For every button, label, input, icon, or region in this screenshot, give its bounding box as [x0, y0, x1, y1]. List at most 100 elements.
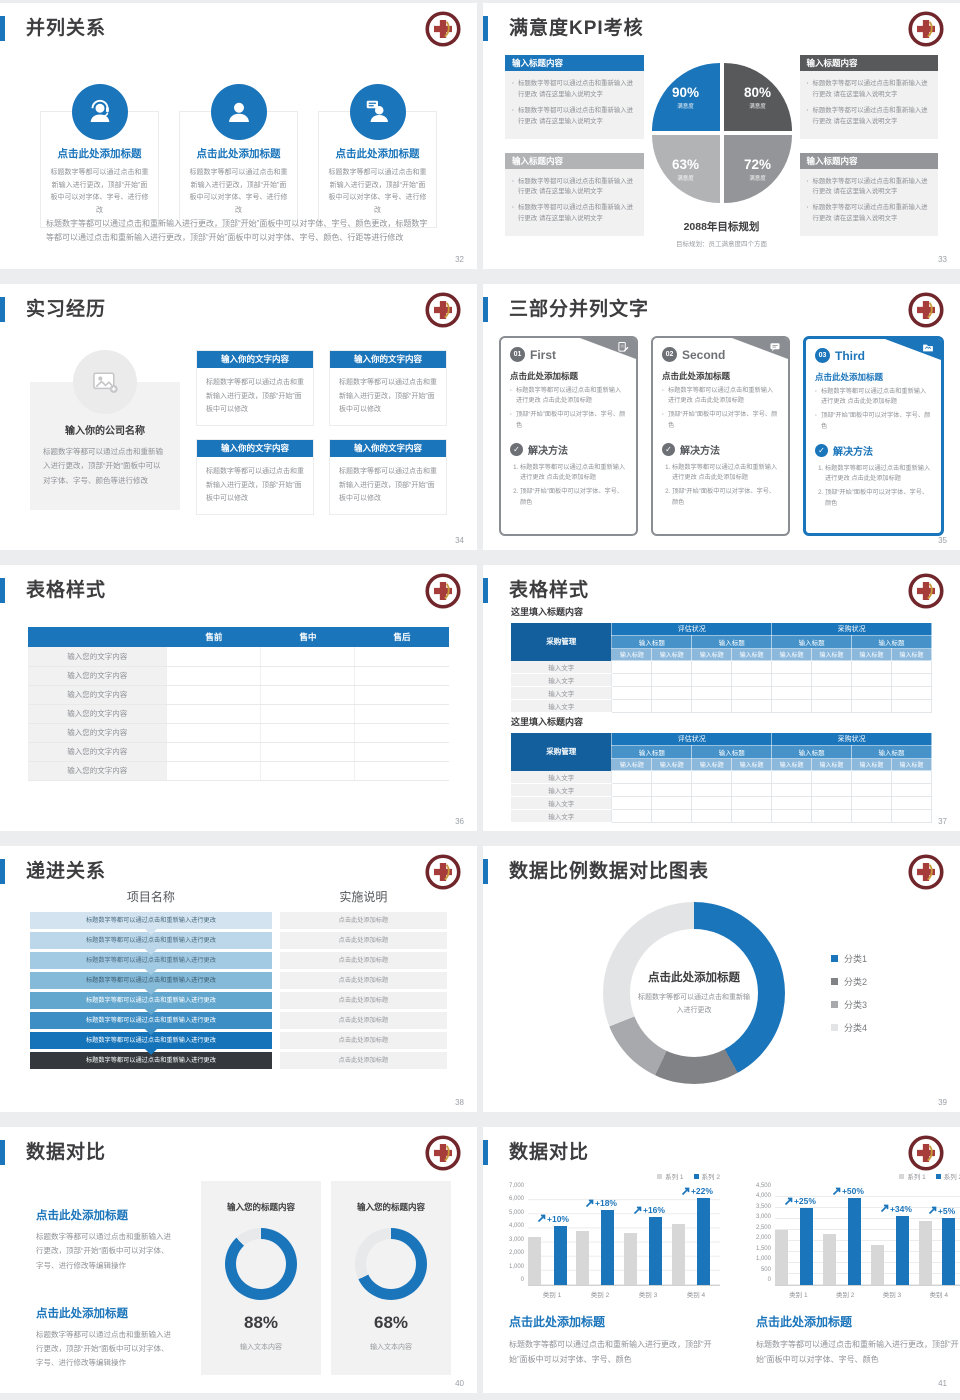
bullet: 标题数字等都可以通过点击和重新输入进行更改 请在这里输入说明文字 [807, 106, 932, 128]
section-label: 这里填入标题内容 [511, 717, 584, 727]
slide-32[interactable]: 并列关系 点击此处添加标题 标题数字等都可以通过点击和重新输入进行更改，顶部“开… [0, 3, 477, 269]
text-block: 点击此处添加标题 标题数字等都可以通过点击和重新输入进行更改，顶部“开始”面板中… [36, 1207, 175, 1273]
leaf-header: 输入标题 [611, 758, 653, 771]
table-row: 输入文字 [511, 660, 933, 674]
block-body: 标题数字等都可以通过点击和重新输入进行更改，顶部“开始”面板中可以对字体、字号、… [36, 1232, 171, 1270]
title-accent-bar [0, 578, 5, 603]
pie-caption-sub: 目标规划：员工满意度四个方面 [676, 241, 767, 248]
slide-title: 数据比例数据对比图表 [509, 861, 710, 882]
table-row: 输入文字 [511, 672, 933, 687]
sub-header: 输入标题 [851, 745, 932, 759]
check-icon: ✓ [815, 443, 828, 457]
bar-group: +25% [774, 1186, 823, 1285]
legend-item: 系列 1 [899, 1171, 926, 1181]
title-accent-bar [483, 16, 488, 41]
card-third: 03 Third 点击此处添加标题 标题数字等都可以通过点击和重新输入进行更改 … [803, 336, 944, 536]
series1-bar [528, 1236, 542, 1285]
three-cards: 01 First 点击此处添加标题 标题数字等都可以通过点击和重新输入进行更改 … [499, 336, 944, 536]
description-cell: 点击此处添加标题 [279, 932, 447, 949]
school-logo-icon [425, 854, 461, 890]
box-body: 标题数字等都可以通过点击和重新输入进行更改，顶部“开始”面板中可以修改 [206, 379, 304, 414]
title-accent-bar [483, 297, 488, 322]
progress-row: 标题数字等都可以通过点击和重新输入进行更改 点击此处添加标题 [30, 932, 447, 949]
kpi-left-column: 输入标题内容 标题数字等都可以通过点击和重新输入进行更改 请在这里输入说明文字 … [505, 55, 644, 257]
row-label: 输入您的文字内容 [28, 723, 167, 743]
parallel-item: 点击此处添加标题 标题数字等都可以通过点击和重新输入进行更改，顶部“开始”面板中… [40, 84, 159, 229]
school-logo-icon [425, 1135, 461, 1171]
progress-row: 标题数字等都可以通过点击和重新输入进行更改 点击此处添加标题 [30, 952, 447, 969]
col-header [28, 627, 167, 647]
row-label: 输入您的文字内容 [28, 685, 167, 705]
solution-title: 解决方法 [528, 445, 568, 457]
text-box: 输入你的文字内容 标题数字等都可以通过点击和重新输入进行更改，顶部“开始”面板中… [329, 438, 447, 515]
comparison-layout: 点击此处添加标题 标题数字等都可以通过点击和重新输入进行更改，顶部“开始”面板中… [36, 1181, 451, 1393]
block-heading: 点击此处添加标题 [36, 1307, 128, 1320]
leaf-header: 输入标题 [731, 648, 773, 661]
slide-35[interactable]: 三部分并列文字 01 First 点击此处添加标题 标题数字等都可以通过点击和重… [483, 284, 960, 550]
table-row: 输入文字 [511, 808, 933, 823]
row-label: 输入您的文字内容 [28, 704, 167, 724]
school-logo-icon [425, 11, 461, 47]
sub-header: 输入标题 [851, 635, 932, 649]
bar-group: +34% [870, 1186, 919, 1285]
progress-bar: 标题数字等都可以通过点击和重新输入进行更改 [30, 992, 272, 1009]
bar-group: +18% [576, 1186, 624, 1285]
description-cell: 点击此处添加标题 [279, 1052, 447, 1069]
page-number: 40 [455, 1379, 464, 1388]
company-card: 输入你的公司名称 标题数字等都可以通过点击和重新输入进行更改，顶部“开始”面板中… [30, 350, 180, 515]
item-body: 标题数字等都可以通过点击和重新输入进行更改，顶部“开始”面板中可以对字体、字号、… [50, 169, 149, 214]
group-header: 评估状况 [611, 622, 773, 636]
bar-chart: 7,000 6,000 5,000 4,000 3,000 2,000 1,000 0 +10%… [509, 1183, 720, 1299]
x-axis-labels: 类别 1 类别 2 类别 3 类别 4 [789, 1292, 948, 1299]
slide-34[interactable]: 实习经历 输入你的公司名称 标题数字等都可以通过点击和重新输入进行更改，顶部“开… [0, 284, 477, 550]
legend-item: 分类1 [831, 952, 867, 965]
block-body: 标题数字等都可以通过点击和重新输入进行更改，顶部“开始”面板中可以对字体、字号、… [36, 1329, 171, 1368]
leaf-header: 输入标题 [890, 648, 933, 661]
bullet: 标题数字等都可以通过点击和重新输入进行更改 请在这里输入说明文字 [512, 79, 637, 101]
leaf-header: 输入标题 [771, 758, 813, 771]
card-number-badge: 03 [815, 348, 830, 363]
box-header: 输入你的文字内容 [197, 439, 313, 457]
description-cell: 点击此处添加标题 [279, 952, 447, 969]
increase-arrow-icon [633, 1206, 642, 1214]
box-header: 输入标题内容 [799, 152, 938, 169]
box-header: 输入标题内容 [505, 152, 644, 169]
progress-bar: 标题数字等都可以通过点击和重新输入进行更改 [30, 972, 272, 989]
table-row: 输入文字 [511, 782, 933, 797]
item-title: 点击此处添加标题 [196, 148, 281, 160]
school-logo-icon [908, 11, 944, 47]
school-logo-icon [425, 292, 461, 328]
bar-group: +50% [822, 1186, 871, 1285]
series2-bar [649, 1217, 663, 1285]
person-icon [210, 84, 267, 140]
progress-row: 标题数字等都可以通过点击和重新输入进行更改 点击此处添加标题 [30, 1052, 447, 1069]
table-row: 输入您的文字内容 [28, 723, 449, 743]
slide-33[interactable]: 满意度KPI考核 输入标题内容 标题数字等都可以通过点击和重新输入进行更改 请在… [483, 3, 960, 269]
slide-title: 实习经历 [26, 299, 107, 320]
gauge-card: 输入您的标题内容 68% 输入文本内容 [331, 1181, 451, 1375]
page-number: 36 [455, 817, 464, 826]
slide-40[interactable]: 数据对比 点击此处添加标题 标题数字等都可以通过点击和重新输入进行更改，顶部“开… [0, 1127, 477, 1393]
y-axis-labels: 7,000 6,000 5,000 4,000 3,000 2,000 1,000 0 [509, 1183, 525, 1283]
headset-person-icon [71, 84, 128, 140]
slide-title: 递进关系 [26, 861, 107, 882]
bullet: 标题数字等都可以通过点击和重新输入进行更改 请在这里输入说明文字 [512, 177, 637, 199]
slide-39[interactable]: 数据比例数据对比图表 点击此处添加标题 标题数字等都可以通过点击和重新输入进行更… [483, 846, 960, 1112]
slide-38[interactable]: 递进关系 项目名称 实施说明 标题数字等都可以通过点击和重新输入进行更改 点击此处… [0, 846, 477, 1112]
slide-36[interactable]: 表格样式 售前 售中 售后 输入您的文字内容 输入您的文字内容 输入您的文字内容 输入… [0, 565, 477, 831]
growth-label: +25% [784, 1196, 816, 1206]
parallel-columns: 点击此处添加标题 标题数字等都可以通过点击和重新输入进行更改，顶部“开始”面板中… [40, 83, 437, 229]
series1-bar [774, 1230, 788, 1285]
box-header: 输入你的文字内容 [197, 351, 313, 368]
card-caption: 输入文本内容 [370, 1344, 412, 1351]
slide-41[interactable]: 数据对比 系列 1 系列 2 7,000 6,000 5,000 4,000 3,000 2… [483, 1127, 960, 1393]
chart-legend: 系列 1 系列 2 [509, 1171, 720, 1181]
series2-bar [800, 1208, 814, 1285]
table-row: 输入您的文字内容 [28, 704, 449, 724]
table-section: 这里填入标题内容 采购管理 评估状况 采购状况 输入标题 输入标题 输入标题 输入标题 输入标… [511, 605, 933, 713]
leaf-header: 输入标题 [811, 758, 853, 771]
series1-bar [671, 1224, 685, 1285]
increase-arrow-icon [832, 1187, 841, 1195]
table-row: 输入文字 [511, 685, 933, 700]
slide-37[interactable]: 表格样式 这里填入标题内容 采购管理 评估状况 采购状况 输入标题 输入标题 输入标题 输入… [483, 565, 960, 831]
